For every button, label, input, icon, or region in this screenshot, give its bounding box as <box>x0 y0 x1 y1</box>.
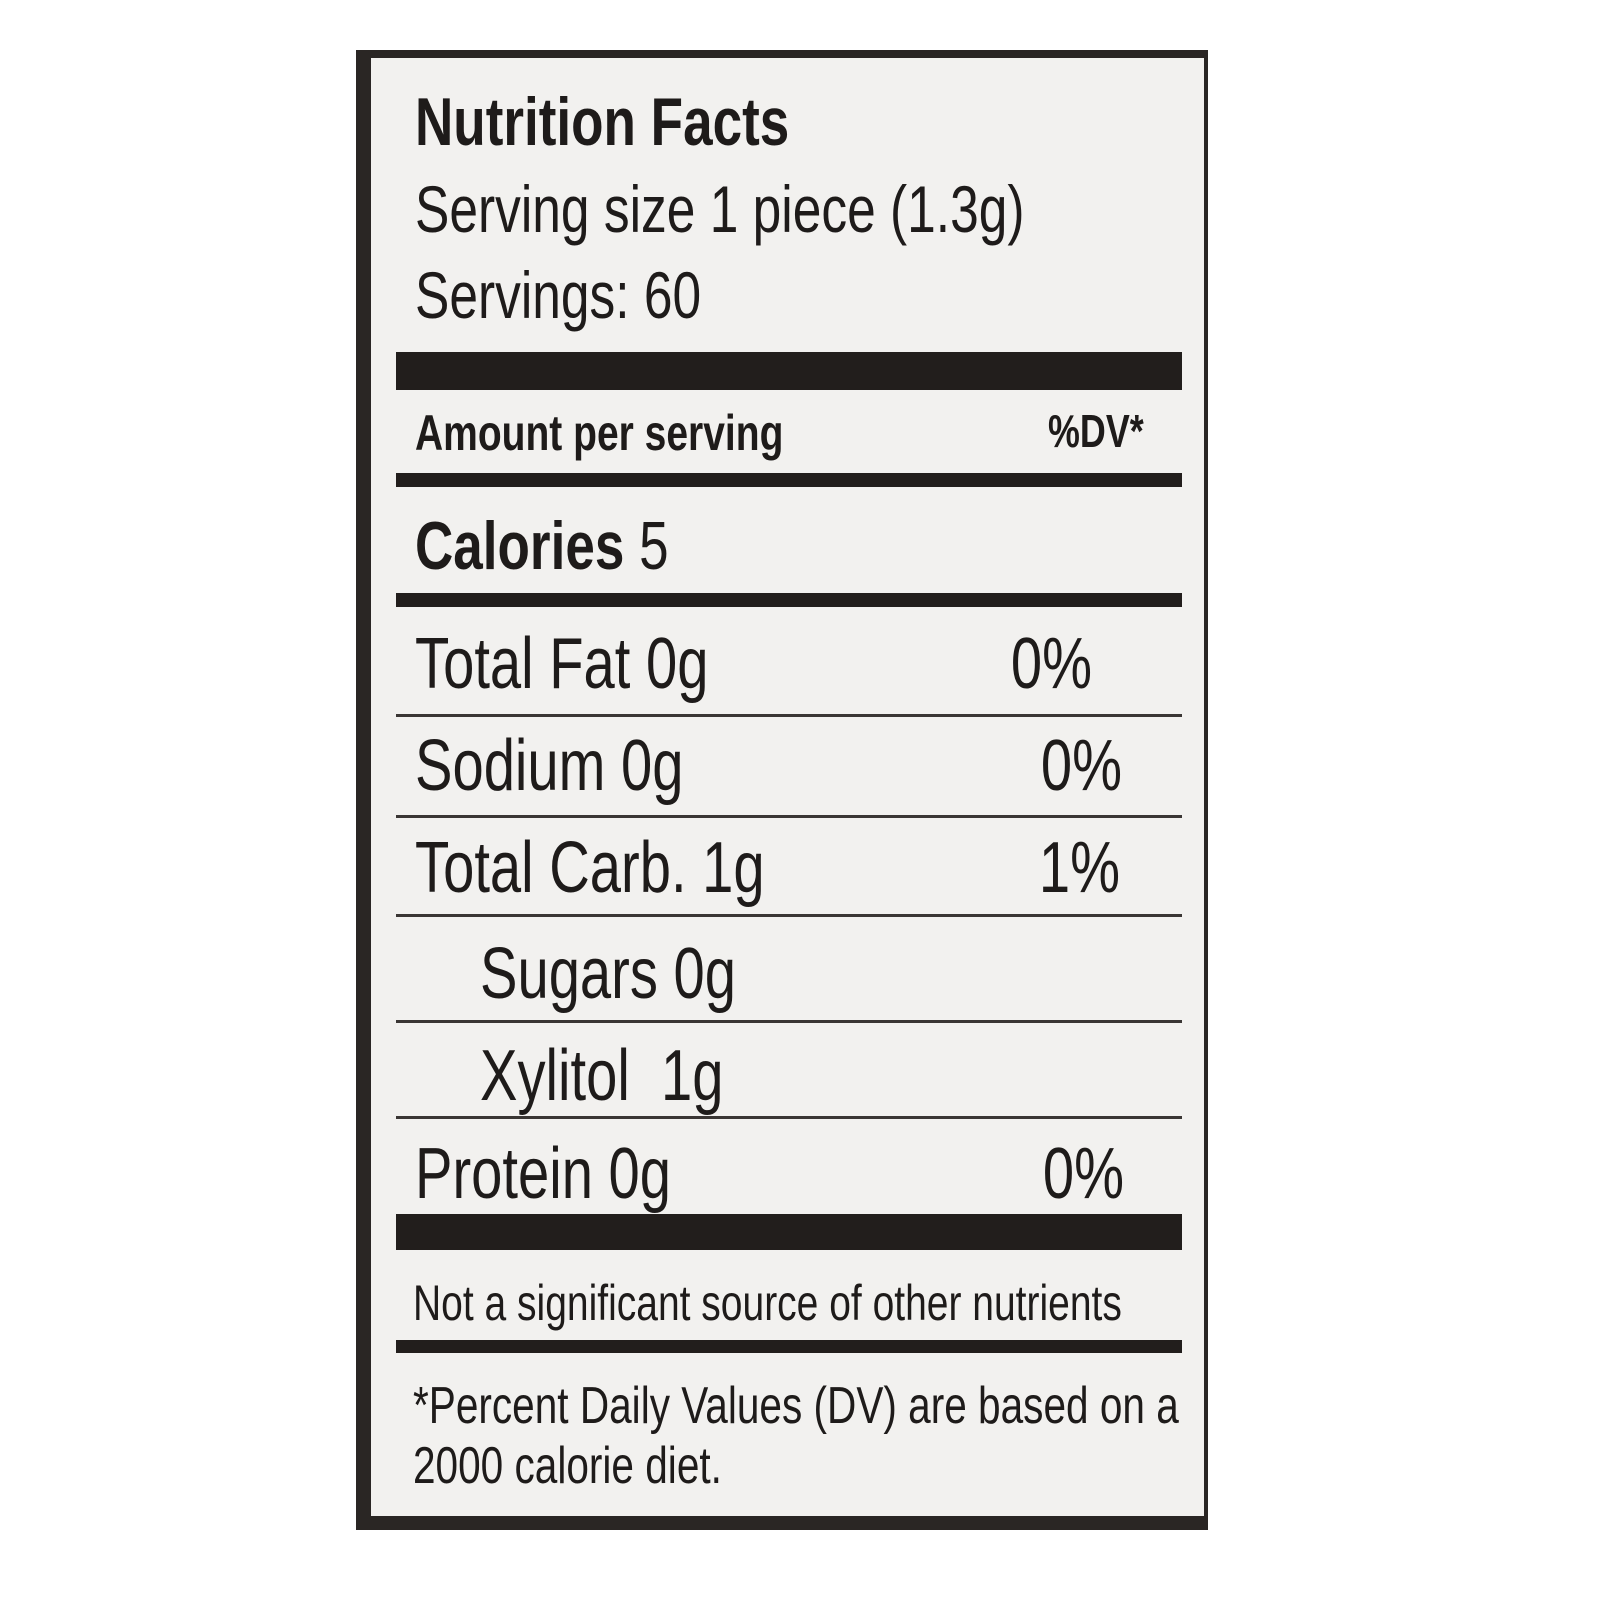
calories-value: 5 <box>639 508 669 584</box>
not-significant-note: Not a significant source of other nutrie… <box>413 1275 1122 1331</box>
row-divider <box>396 815 1182 818</box>
thick-divider <box>396 1214 1182 1250</box>
row-divider <box>396 714 1182 717</box>
row-divider <box>396 1116 1182 1119</box>
footnote-line-2: 2000 calorie diet. <box>413 1437 722 1495</box>
amount-per-serving-header: Amount per serving <box>415 405 784 461</box>
dv-total-carb: 1% <box>1038 828 1120 908</box>
nutrition-label-frame <box>356 50 1208 1530</box>
nutrient-total-carb: Total Carb. 1g <box>415 828 765 908</box>
row-divider <box>396 914 1182 917</box>
calories-row: Calories 5 <box>415 512 669 580</box>
servings-count: Servings: 60 <box>415 258 702 332</box>
dv-sodium: 0% <box>1040 726 1122 806</box>
row-divider <box>396 1020 1182 1023</box>
nutrient-total-fat: Total Fat 0g <box>415 624 709 704</box>
nutrient-sodium: Sodium 0g <box>415 726 684 806</box>
dv-protein: 0% <box>1042 1134 1124 1214</box>
dv-total-fat: 0% <box>1010 624 1092 704</box>
divider <box>396 473 1182 487</box>
divider <box>396 593 1182 607</box>
nutrient-xylitol: Xylitol 1g <box>480 1036 724 1116</box>
divider <box>396 1340 1182 1353</box>
nutrient-sugars: Sugars 0g <box>480 934 737 1014</box>
footnote-line-1: *Percent Daily Values (DV) are based on … <box>413 1377 1179 1435</box>
thick-divider <box>396 352 1182 390</box>
dv-header: %DV* <box>1048 405 1144 457</box>
calories-label: Calories <box>415 508 625 584</box>
nutrient-protein: Protein 0g <box>415 1134 672 1214</box>
serving-size: Serving size 1 piece (1.3g) <box>415 172 1025 246</box>
label-title: Nutrition Facts <box>415 84 790 160</box>
